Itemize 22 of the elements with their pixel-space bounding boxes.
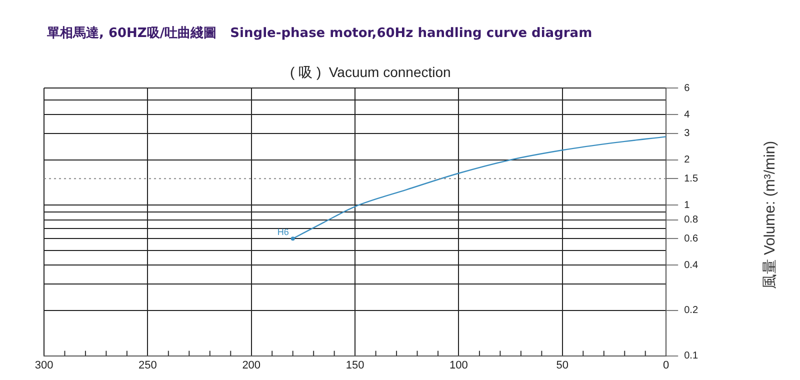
y-tick-label: 4 — [684, 109, 690, 120]
y-tick-label: 0.8 — [684, 214, 698, 226]
y-tick-label: 3 — [684, 128, 690, 140]
annotation: H6 — [277, 227, 289, 238]
x-tick-label: 100 — [450, 359, 468, 372]
chart-title: 單相馬達, 60HZ吸/吐曲綫圖 Single-phase motor,60Hz handling curve diagram — [47, 25, 592, 42]
x-tick-label: 150 — [346, 359, 364, 372]
x-tick-label: 200 — [242, 359, 261, 372]
x-tick-label: 50 — [556, 359, 569, 372]
y-tick-label: 0.2 — [684, 305, 698, 316]
x-tick-label: 300 — [34, 359, 54, 372]
y-tick-label: 1 — [684, 200, 690, 211]
y-tick-label: 0.4 — [684, 260, 698, 271]
y-tick-label: 0.1 — [684, 350, 698, 362]
y-tick-label: 2 — [684, 154, 690, 166]
y-tick-label: 0.6 — [684, 233, 698, 244]
y-axis-title: 風量 Volume: (m³/min) — [760, 140, 780, 290]
chart-subtitle: ( 吸 ) Vacuum connection — [290, 64, 451, 82]
x-tick-label: 0 — [663, 359, 670, 372]
y-tick-label: 1.5 — [684, 173, 698, 184]
y-tick-label: 6 — [684, 82, 690, 94]
x-tick-label: 250 — [138, 359, 157, 372]
